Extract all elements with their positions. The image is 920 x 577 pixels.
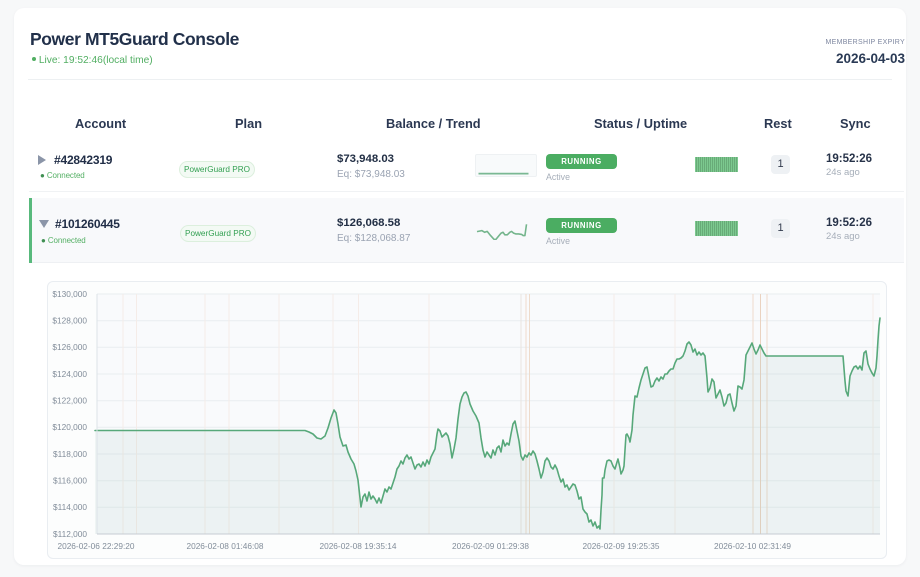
svg-text:2026-02-06 22:29:20: 2026-02-06 22:29:20 <box>57 541 134 551</box>
svg-text:2026-02-08 01:46:08: 2026-02-08 01:46:08 <box>186 541 263 551</box>
svg-text:2026-02-10 02:31:49: 2026-02-10 02:31:49 <box>714 541 791 551</box>
svg-text:$118,000: $118,000 <box>53 449 87 459</box>
svg-text:2026-02-09 01:29:38: 2026-02-09 01:29:38 <box>452 541 529 551</box>
svg-text:$126,000: $126,000 <box>52 342 87 352</box>
svg-text:2026-02-08 19:35:14: 2026-02-08 19:35:14 <box>319 541 396 551</box>
svg-text:$116,000: $116,000 <box>53 476 87 486</box>
svg-text:2026-02-09 19:25:35: 2026-02-09 19:25:35 <box>582 541 659 551</box>
svg-text:$120,000: $120,000 <box>52 422 87 432</box>
svg-text:$124,000: $124,000 <box>52 369 87 379</box>
svg-text:$128,000: $128,000 <box>52 316 87 326</box>
svg-text:$122,000: $122,000 <box>52 396 87 406</box>
svg-text:$112,000: $112,000 <box>53 529 87 539</box>
svg-text:$114,000: $114,000 <box>53 502 87 512</box>
svg-text:$130,000: $130,000 <box>52 289 87 299</box>
